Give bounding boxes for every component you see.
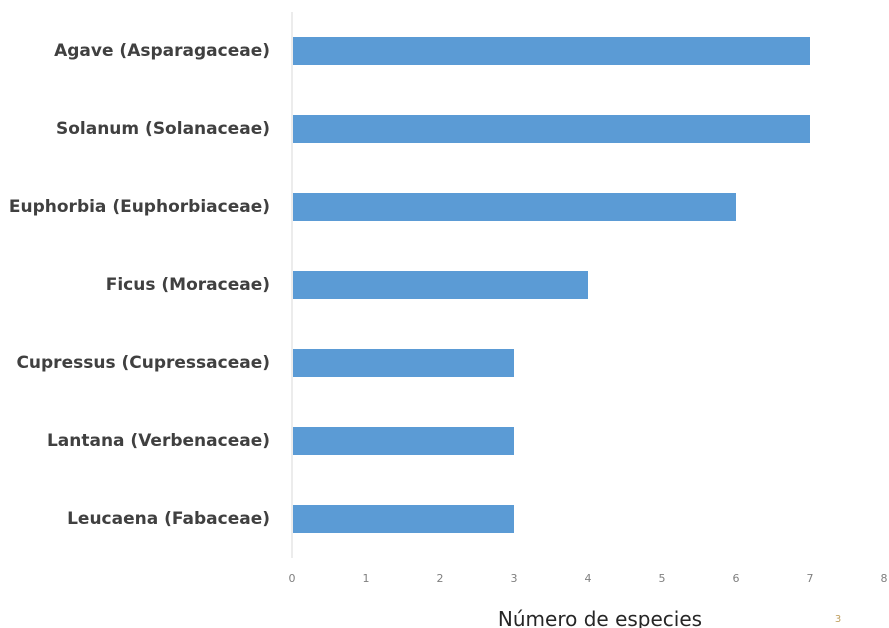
x-tick-label: 3 [511,572,518,585]
category-label: Agave (Asparagaceae) [54,41,270,61]
bar [293,505,514,533]
category-label: Leucaena (Fabaceae) [67,509,270,529]
x-tick-label: 1 [363,572,370,585]
page-number: 3 [835,614,841,625]
x-tick-label: 6 [733,572,740,585]
category-label: Lantana (Verbenaceae) [47,431,270,451]
x-tick-label: 0 [289,572,296,585]
category-label: Solanum (Solanaceae) [56,119,270,139]
x-tick-labels: 0 1 2 3 4 5 6 7 8 [289,572,888,585]
bars-layer [293,37,810,533]
category-label: Euphorbia (Euphorbiaceae) [9,197,270,217]
category-label: Cupressus (Cupressaceae) [16,353,270,373]
category-labels: Agave (Asparagaceae) Solanum (Solanaceae)… [9,41,270,529]
x-tick-label: 5 [659,572,666,585]
x-tick-label: 2 [437,572,444,585]
bar [293,349,514,377]
bar [293,271,588,299]
x-tick-label: 7 [807,572,814,585]
x-axis-title: Número de especies [498,607,702,628]
bar [293,37,810,65]
bar [293,115,810,143]
category-label: Ficus (Moraceae) [106,275,270,295]
x-tick-label: 8 [881,572,888,585]
x-tick-label: 4 [585,572,592,585]
bar [293,427,514,455]
bar [293,193,736,221]
